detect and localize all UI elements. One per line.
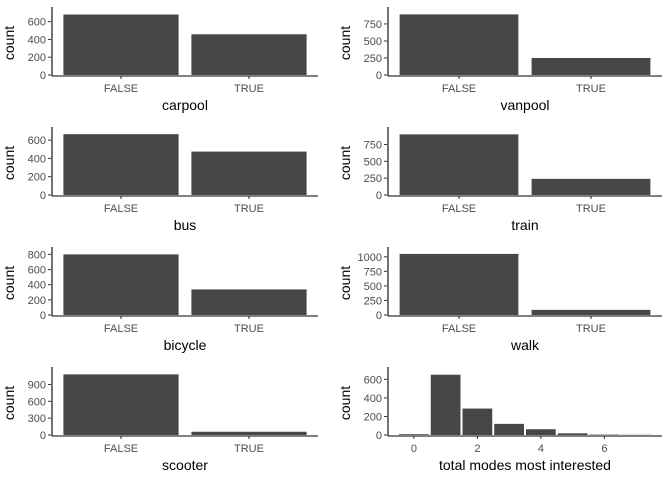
x-tick-label: TRUE [576, 323, 606, 335]
x-tick-label: FALSE [442, 323, 476, 335]
y-tick-label: 200 [28, 52, 46, 64]
y-tick-label: 0 [376, 70, 382, 82]
y-tick-label: 600 [364, 374, 382, 386]
y-axis-title: count [1, 386, 17, 420]
y-tick-label: 200 [28, 295, 46, 307]
y-tick-label: 400 [364, 393, 382, 405]
histogram-bar [557, 433, 588, 435]
x-tick-label: FALSE [442, 203, 476, 215]
x-tick-label: TRUE [234, 323, 264, 335]
bar-false [63, 254, 179, 315]
y-tick-label: 500 [364, 156, 382, 168]
bar-true [531, 309, 651, 315]
y-tick-label: 800 [28, 249, 46, 261]
y-tick-label: 900 [28, 379, 46, 391]
x-axis-title: train [511, 217, 538, 233]
y-axis-title: count [337, 146, 353, 180]
bar-false [63, 374, 179, 435]
y-tick-label: 600 [28, 396, 46, 408]
x-tick-label: 6 [601, 443, 607, 455]
x-tick-label: FALSE [104, 203, 138, 215]
y-tick-label: 600 [28, 17, 46, 29]
y-tick-label: 500 [364, 281, 382, 293]
x-tick-label: FALSE [104, 443, 138, 455]
bar-false [399, 14, 519, 75]
bar-true [191, 289, 307, 315]
x-axis-title: total modes most interested [439, 457, 611, 473]
x-axis-title: scooter [162, 457, 208, 473]
x-tick-label: TRUE [234, 443, 264, 455]
y-axis-title: count [1, 266, 17, 300]
x-axis-title: bicycle [164, 337, 207, 353]
panel-total-modes-most-interested: 0 2 4 6 0 200 400 600 total modes most intereste… [337, 367, 662, 473]
bar-false [399, 253, 519, 315]
y-tick-label: 400 [28, 153, 46, 165]
histogram-bar [526, 429, 556, 435]
x-tick-label: TRUE [234, 83, 264, 95]
y-tick-label: 0 [376, 190, 382, 202]
histogram-bar [399, 434, 429, 435]
x-tick-label: TRUE [576, 83, 606, 95]
x-tick-label: FALSE [104, 323, 138, 335]
panel-vanpool: FALSE TRUE 0 250 500 750 vanpool count [337, 7, 662, 113]
y-tick-label: 0 [40, 190, 46, 202]
y-tick-label: 750 [364, 19, 382, 31]
y-tick-label: 400 [28, 34, 46, 46]
panel-bus: FALSE TRUE 0 200 400 600 bus count [1, 127, 318, 233]
bar-true [191, 151, 307, 195]
x-tick-label: 4 [538, 443, 544, 455]
y-tick-label: 200 [28, 172, 46, 184]
bar-false [63, 14, 179, 75]
y-axis-title: count [1, 26, 17, 60]
bar-true [191, 34, 307, 75]
x-tick-label: FALSE [442, 83, 476, 95]
x-axis-title: carpool [162, 97, 208, 113]
y-axis-title: count [337, 266, 353, 300]
bar-true [531, 57, 651, 75]
bar-true [191, 431, 307, 435]
histogram-bar [430, 374, 461, 435]
y-axis-title: count [1, 146, 17, 180]
y-tick-label: 200 [364, 411, 382, 423]
x-axis-title: walk [510, 337, 540, 353]
x-tick-label: TRUE [234, 203, 264, 215]
y-tick-label: 1000 [358, 252, 382, 264]
y-tick-label: 300 [28, 413, 46, 425]
y-tick-label: 400 [28, 280, 46, 292]
bar-false [399, 134, 519, 195]
y-tick-label: 0 [376, 430, 382, 442]
y-tick-label: 0 [376, 310, 382, 322]
bar-true [531, 178, 651, 195]
x-axis-title: bus [174, 217, 197, 233]
histogram-bar [494, 423, 524, 435]
x-tick-label: FALSE [104, 83, 138, 95]
y-tick-label: 0 [40, 70, 46, 82]
histogram-bar [462, 408, 493, 435]
y-tick-label: 250 [364, 173, 382, 185]
y-tick-label: 750 [364, 139, 382, 151]
panel-scooter: FALSE TRUE 0 300 600 900 scooter count [1, 367, 318, 473]
panel-walk: FALSE TRUE 0 250 500 750 1000 walk count [337, 247, 662, 353]
y-axis-title: count [337, 386, 353, 420]
y-axis-title: count [337, 26, 353, 60]
x-tick-label: 2 [474, 443, 480, 455]
bar-false [63, 134, 179, 195]
y-tick-label: 750 [364, 266, 382, 278]
x-tick-label: TRUE [576, 203, 606, 215]
panel-train: FALSE TRUE 0 250 500 750 train count [337, 127, 662, 233]
y-tick-label: 600 [28, 265, 46, 277]
y-tick-label: 600 [28, 135, 46, 147]
panel-bicycle: FALSE TRUE 0 200 400 600 800 bicycle count [1, 247, 318, 353]
y-tick-label: 500 [364, 36, 382, 48]
y-tick-label: 250 [364, 53, 382, 65]
y-tick-label: 250 [364, 295, 382, 307]
x-axis-title: vanpool [500, 97, 549, 113]
y-tick-label: 0 [40, 310, 46, 322]
x-tick-label: 0 [411, 443, 417, 455]
panel-carpool: FALSE TRUE 0 200 400 600 carpool count [1, 7, 318, 113]
y-tick-label: 0 [40, 430, 46, 442]
